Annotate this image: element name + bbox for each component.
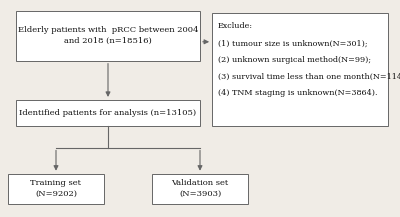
- Text: Elderly patients with  pRCC between 2004
and 2018 (n=18516): Elderly patients with pRCC between 2004 …: [18, 26, 198, 45]
- Text: Identified patients for analysis (n=13105): Identified patients for analysis (n=1310…: [20, 109, 196, 117]
- Text: Training set
(N=9202): Training set (N=9202): [30, 179, 82, 198]
- FancyBboxPatch shape: [8, 174, 104, 204]
- Text: (4) TNM staging is unknown(N=3864).: (4) TNM staging is unknown(N=3864).: [218, 89, 378, 97]
- Text: (3) survival time less than one month(N=1147);: (3) survival time less than one month(N=…: [218, 73, 400, 81]
- FancyBboxPatch shape: [152, 174, 248, 204]
- Text: (2) unknown surgical method(N=99);: (2) unknown surgical method(N=99);: [218, 56, 371, 64]
- Text: Exclude:: Exclude:: [218, 22, 253, 30]
- FancyBboxPatch shape: [16, 11, 200, 61]
- FancyBboxPatch shape: [212, 13, 388, 126]
- Text: (1) tumour size is unknown(N=301);: (1) tumour size is unknown(N=301);: [218, 40, 368, 48]
- FancyBboxPatch shape: [16, 100, 200, 126]
- Text: Validation set
(N=3903): Validation set (N=3903): [171, 179, 229, 198]
